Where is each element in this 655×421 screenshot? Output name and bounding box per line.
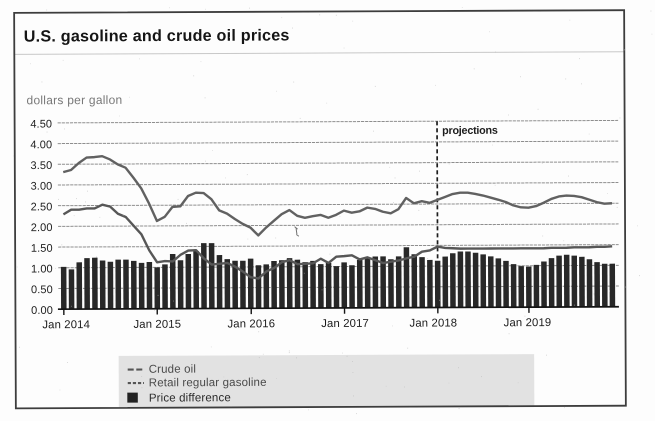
svg-text:3.00: 3.00 — [31, 181, 53, 193]
svg-text:2.50: 2.50 — [31, 201, 53, 213]
svg-text:Jan 2017: Jan 2017 — [321, 318, 369, 330]
svg-text:Jan 2014: Jan 2014 — [42, 319, 90, 331]
svg-text:4.00: 4.00 — [30, 139, 52, 151]
svg-text:Retail regular gasoline: Retail regular gasoline — [149, 377, 267, 390]
svg-text:Jan 2018: Jan 2018 — [410, 317, 458, 329]
svg-text:1.50: 1.50 — [31, 243, 53, 255]
svg-text:Jan 2015: Jan 2015 — [133, 319, 181, 331]
svg-text:3.50: 3.50 — [30, 160, 52, 172]
svg-text:2.00: 2.00 — [31, 222, 53, 234]
svg-text:Crude oil: Crude oil — [149, 364, 196, 376]
svg-text:U.S. gasoline and crude oil pr: U.S. gasoline and crude oil prices — [24, 26, 290, 45]
svg-text:0.50: 0.50 — [31, 284, 53, 296]
svg-text:0.00: 0.00 — [31, 305, 53, 317]
svg-text:1.00: 1.00 — [31, 263, 53, 275]
svg-text:Jan 2019: Jan 2019 — [504, 317, 552, 329]
svg-text:4.50: 4.50 — [30, 119, 52, 131]
svg-text:Price difference: Price difference — [149, 392, 231, 404]
svg-text:projections: projections — [442, 125, 498, 137]
svg-text:dollars per gallon: dollars per gallon — [26, 93, 122, 107]
svg-text:Jan 2016: Jan 2016 — [227, 318, 275, 330]
